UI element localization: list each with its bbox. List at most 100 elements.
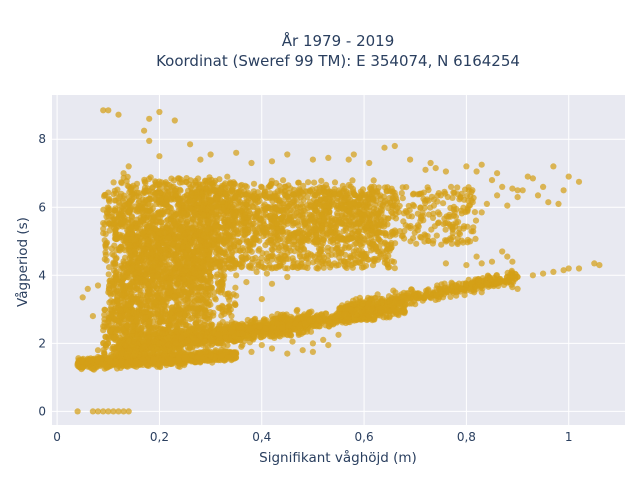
data-point bbox=[334, 195, 341, 202]
data-point bbox=[233, 260, 240, 267]
data-point bbox=[326, 226, 333, 233]
data-point bbox=[245, 238, 252, 245]
data-point bbox=[220, 250, 227, 257]
data-point bbox=[200, 211, 207, 218]
data-point bbox=[161, 182, 168, 189]
data-point bbox=[310, 236, 317, 243]
data-point bbox=[119, 213, 126, 220]
data-point bbox=[351, 191, 358, 198]
data-point bbox=[462, 186, 469, 193]
data-point bbox=[236, 188, 243, 195]
data-point bbox=[271, 230, 278, 237]
data-point bbox=[235, 230, 242, 238]
data-point bbox=[425, 211, 432, 218]
data-point bbox=[349, 214, 356, 221]
data-point bbox=[156, 189, 163, 196]
data-point bbox=[286, 211, 293, 218]
data-point bbox=[251, 193, 258, 200]
data-point bbox=[290, 207, 297, 214]
data-point bbox=[101, 237, 108, 244]
data-point bbox=[207, 273, 214, 280]
data-point bbox=[187, 205, 194, 212]
data-point bbox=[117, 307, 124, 314]
data-point bbox=[161, 302, 168, 309]
data-point bbox=[311, 215, 318, 222]
data-point bbox=[204, 226, 211, 233]
data-point bbox=[204, 262, 211, 269]
data-point bbox=[195, 316, 202, 323]
data-point bbox=[142, 196, 149, 203]
data-point bbox=[276, 236, 283, 243]
data-point bbox=[347, 183, 354, 190]
data-point bbox=[398, 190, 405, 197]
data-point bbox=[250, 180, 258, 187]
data-point bbox=[172, 190, 179, 198]
data-point bbox=[138, 324, 145, 332]
data-point bbox=[202, 290, 210, 297]
data-point bbox=[438, 241, 445, 248]
data-point bbox=[118, 262, 125, 269]
data-point bbox=[110, 290, 117, 297]
data-point bbox=[299, 213, 306, 220]
data-point bbox=[192, 192, 199, 199]
data-point bbox=[150, 310, 157, 317]
data-point bbox=[199, 303, 206, 310]
data-point bbox=[159, 223, 166, 230]
data-point bbox=[105, 271, 112, 278]
data-point bbox=[218, 312, 225, 319]
data-point bbox=[241, 214, 248, 221]
data-point bbox=[101, 306, 108, 313]
data-point bbox=[176, 175, 183, 182]
data-point bbox=[173, 322, 180, 330]
data-point bbox=[392, 240, 399, 247]
data-point bbox=[354, 235, 361, 243]
data-point bbox=[250, 188, 257, 195]
data-point bbox=[471, 209, 478, 216]
data-point bbox=[187, 316, 194, 323]
data-point bbox=[224, 224, 231, 231]
data-point bbox=[320, 190, 327, 197]
data-point bbox=[102, 251, 109, 258]
data-point bbox=[176, 186, 183, 193]
data-point bbox=[277, 197, 284, 204]
data-point bbox=[149, 272, 156, 279]
data-point bbox=[392, 207, 399, 214]
data-point bbox=[401, 227, 408, 235]
data-point bbox=[403, 184, 410, 191]
data-point bbox=[187, 177, 194, 184]
data-point bbox=[254, 231, 261, 238]
data-point bbox=[409, 201, 417, 208]
data-point bbox=[417, 204, 424, 211]
data-point bbox=[173, 298, 180, 305]
data-point bbox=[106, 198, 113, 205]
data-point bbox=[115, 223, 122, 230]
data-point bbox=[427, 204, 434, 211]
data-point bbox=[145, 258, 152, 265]
data-point bbox=[135, 254, 142, 261]
data-point bbox=[231, 195, 239, 202]
data-point bbox=[254, 225, 261, 232]
data-point bbox=[162, 250, 169, 257]
data-point bbox=[243, 191, 251, 198]
data-point bbox=[399, 195, 406, 202]
data-point bbox=[185, 213, 192, 220]
data-point bbox=[315, 188, 322, 195]
data-point bbox=[356, 221, 363, 228]
data-point bbox=[127, 186, 134, 193]
data-point bbox=[110, 299, 117, 306]
data-point bbox=[458, 190, 465, 197]
data-point bbox=[297, 194, 304, 201]
data-point bbox=[205, 218, 212, 225]
data-point bbox=[184, 289, 191, 296]
data-point bbox=[155, 210, 162, 217]
data-point bbox=[237, 247, 244, 254]
data-point bbox=[128, 217, 135, 224]
data-point bbox=[128, 213, 135, 220]
data-point bbox=[162, 187, 169, 194]
data-point bbox=[250, 213, 257, 221]
data-point bbox=[154, 264, 161, 271]
data-point bbox=[447, 223, 454, 230]
data-point bbox=[384, 184, 391, 191]
data-point bbox=[230, 212, 237, 219]
data-point bbox=[270, 193, 277, 200]
